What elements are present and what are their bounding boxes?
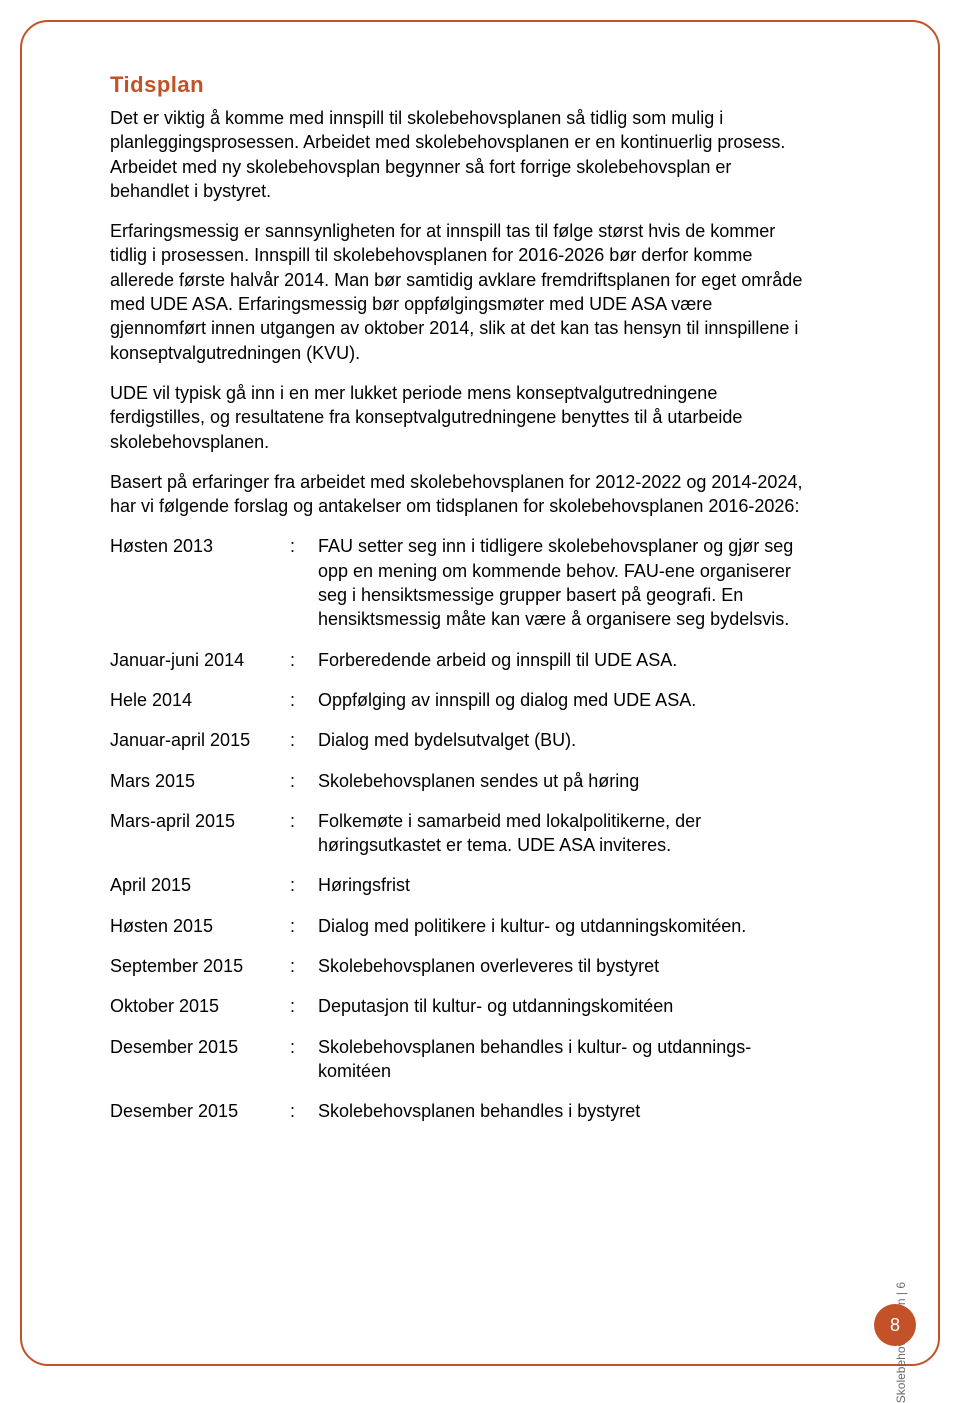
- timeline-row: Høsten 2015 : Dialog med politikere i ku…: [110, 914, 810, 938]
- timeline-period: September 2015: [110, 954, 290, 978]
- timeline-desc: Skolebehovsplanen overleveres til bystyr…: [318, 954, 810, 978]
- timeline-desc: Forberedende arbeid og innspill til UDE …: [318, 648, 810, 672]
- timeline-row: Hele 2014 : Oppfølging av innspill og di…: [110, 688, 810, 712]
- timeline-row: Høsten 2013 : FAU setter seg inn i tidli…: [110, 534, 810, 631]
- page-content: Tidsplan Det er viktig å komme med innsp…: [110, 72, 810, 1140]
- timeline-colon: :: [290, 954, 318, 978]
- timeline-colon: :: [290, 1099, 318, 1123]
- timeline-period: April 2015: [110, 873, 290, 897]
- timeline-row: Januar-april 2015 : Dialog med bydelsutv…: [110, 728, 810, 752]
- timeline-colon: :: [290, 914, 318, 938]
- timeline-row: April 2015 : Høringsfrist: [110, 873, 810, 897]
- timeline-period: Hele 2014: [110, 688, 290, 712]
- timeline-row: Mars 2015 : Skolebehovsplanen sendes ut …: [110, 769, 810, 793]
- timeline-row: Mars-april 2015 : Folkemøte i samarbeid …: [110, 809, 810, 858]
- timeline-period: Desember 2015: [110, 1035, 290, 1059]
- section-heading: Tidsplan: [110, 72, 810, 98]
- page-number-badge: 8: [874, 1304, 916, 1346]
- timeline-colon: :: [290, 534, 318, 558]
- timeline-period: Mars-april 2015: [110, 809, 290, 833]
- paragraph: Basert på erfaringer fra arbeidet med sk…: [110, 470, 810, 519]
- timeline-row: September 2015 : Skolebehovsplanen overl…: [110, 954, 810, 978]
- timeline-row: Oktober 2015 : Deputasjon til kultur- og…: [110, 994, 810, 1018]
- page-number: 8: [890, 1315, 900, 1336]
- timeline-period: Høsten 2015: [110, 914, 290, 938]
- paragraph: Erfaringsmessig er sannsynligheten for a…: [110, 219, 810, 365]
- timeline-colon: :: [290, 688, 318, 712]
- timeline-desc: Dialog med bydelsutvalget (BU).: [318, 728, 810, 752]
- timeline-colon: :: [290, 728, 318, 752]
- timeline-colon: :: [290, 873, 318, 897]
- timeline-period: Januar-juni 2014: [110, 648, 290, 672]
- timeline-colon: :: [290, 648, 318, 672]
- timeline-colon: :: [290, 769, 318, 793]
- timeline-colon: :: [290, 809, 318, 833]
- timeline-desc: Skolebehovsplanen sendes ut på høring: [318, 769, 810, 793]
- timeline-period: Januar-april 2015: [110, 728, 290, 752]
- paragraph: Det er viktig å komme med innspill til s…: [110, 106, 810, 203]
- timeline-desc: Høringsfrist: [318, 873, 810, 897]
- timeline-desc: Skolebehovsplanen behandles i bystyret: [318, 1099, 810, 1123]
- timeline-desc: Oppfølging av innspill og dialog med UDE…: [318, 688, 810, 712]
- timeline-desc: Skolebehovsplanen behandles i kultur- og…: [318, 1035, 810, 1084]
- timeline-period: Oktober 2015: [110, 994, 290, 1018]
- timeline-desc: Dialog med politikere i kultur- og utdan…: [318, 914, 810, 938]
- timeline-period: Desember 2015: [110, 1099, 290, 1123]
- timeline-row: Januar-juni 2014 : Forberedende arbeid o…: [110, 648, 810, 672]
- timeline-period: Høsten 2013: [110, 534, 290, 558]
- timeline-colon: :: [290, 994, 318, 1018]
- timeline-desc: Folkemøte i samarbeid med lokalpolitiker…: [318, 809, 810, 858]
- timeline-row: Desember 2015 : Skolebehovsplanen behand…: [110, 1035, 810, 1084]
- timeline-table: Høsten 2013 : FAU setter seg inn i tidli…: [110, 534, 810, 1123]
- paragraph: UDE vil typisk gå inn i en mer lukket pe…: [110, 381, 810, 454]
- timeline-colon: :: [290, 1035, 318, 1059]
- timeline-desc: FAU setter seg inn i tidligere skolebeho…: [318, 534, 810, 631]
- timeline-period: Mars 2015: [110, 769, 290, 793]
- timeline-row: Desember 2015 : Skolebehovsplanen behand…: [110, 1099, 810, 1123]
- timeline-desc: Deputasjon til kultur- og utdanningskomi…: [318, 994, 810, 1018]
